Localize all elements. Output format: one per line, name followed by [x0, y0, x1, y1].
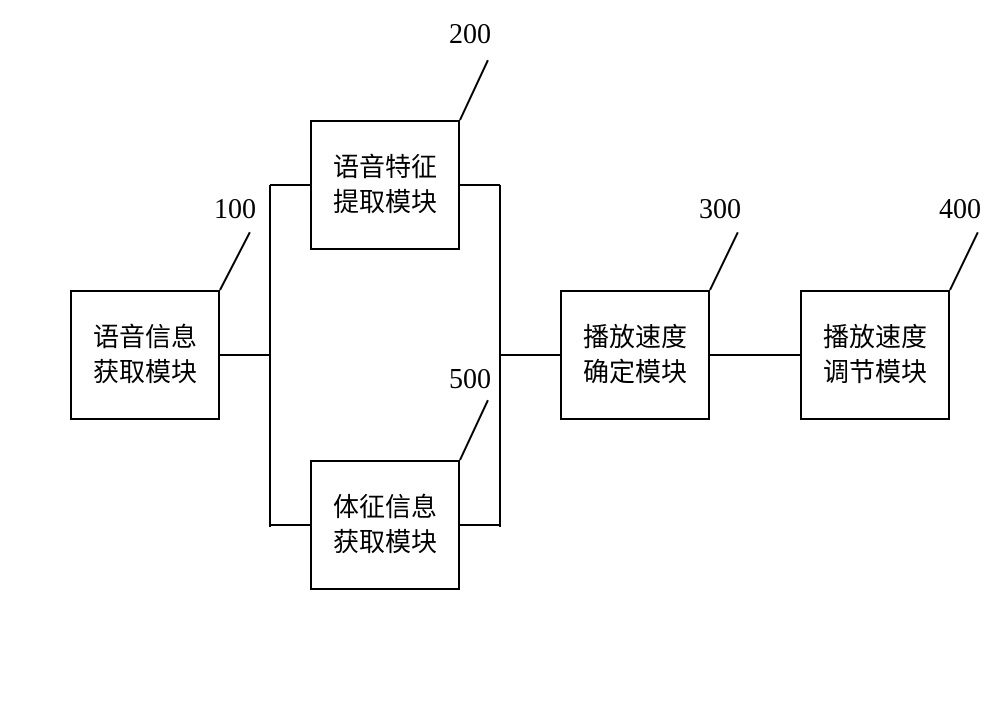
callout-label-500: 500: [449, 364, 491, 396]
module-box-text: 体征信息获取模块: [333, 490, 437, 560]
callout-label-text: 500: [449, 364, 491, 395]
callout-label-200: 200: [449, 19, 491, 51]
connector-h: [270, 184, 310, 186]
callout-label-text: 200: [449, 19, 491, 50]
connector-h: [460, 524, 500, 526]
connector-h: [460, 184, 500, 186]
diagram-canvas: 语音信息获取模块 语音特征提取模块体征信息获取模块 播放速度确定模块 播放速度调节模块…: [0, 0, 1000, 703]
callout-label-300: 300: [699, 194, 741, 226]
callout-label-text: 300: [699, 194, 741, 225]
module-box-text: 语音信息获取模块: [93, 320, 197, 390]
connector-v: [269, 185, 271, 527]
connector-v: [499, 185, 501, 527]
leader-line: [459, 60, 489, 121]
callout-label-400: 400: [939, 194, 981, 226]
callout-label-100: 100: [214, 194, 256, 226]
connector-h: [220, 354, 270, 356]
module-box-100: 语音信息获取模块: [70, 290, 220, 420]
module-box-500: 体征信息获取模块: [310, 460, 460, 590]
module-box-text: 语音特征提取模块: [333, 150, 437, 220]
module-box-text: 播放速度调节模块: [823, 320, 927, 390]
leader-line: [219, 232, 251, 291]
module-box-300: 播放速度确定模块: [560, 290, 710, 420]
connector-h: [710, 354, 800, 356]
leader-line: [709, 232, 739, 291]
callout-label-text: 400: [939, 194, 981, 225]
module-box-200: 语音特征提取模块: [310, 120, 460, 250]
leader-line: [949, 232, 979, 291]
connector-h: [270, 524, 310, 526]
module-box-400: 播放速度调节模块: [800, 290, 950, 420]
leader-line: [459, 400, 489, 461]
module-box-text: 播放速度确定模块: [583, 320, 687, 390]
connector-h: [500, 354, 560, 356]
callout-label-text: 100: [214, 194, 256, 225]
